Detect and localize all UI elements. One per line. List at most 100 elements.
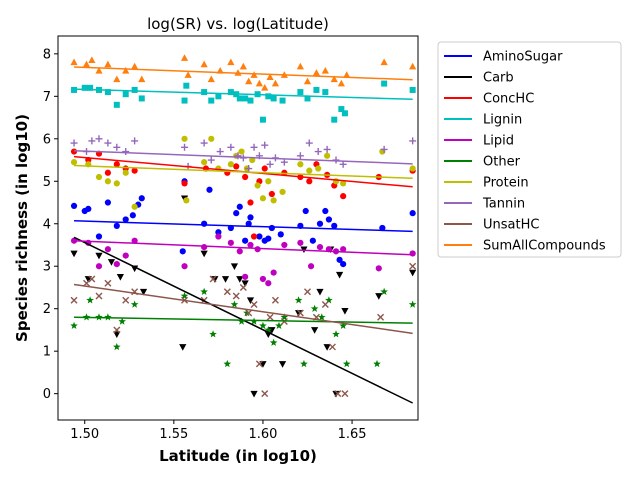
point-conchc-0 [70, 148, 78, 155]
point-aminosugar-9 [138, 195, 145, 202]
point-carb-11 [211, 276, 219, 283]
point-sumallcompounds-21 [266, 73, 274, 81]
point-sumallcompounds-10 [184, 71, 192, 78]
point-tannin-6 [122, 148, 130, 156]
point-carb-5 [116, 274, 124, 281]
x-axis-label: Latitude (in log10) [159, 447, 317, 465]
fit-line-sumallcompounds [74, 66, 413, 81]
point-aminosugar-0 [70, 202, 78, 210]
point-sumallcompounds-0 [70, 58, 78, 66]
point-lignin-18 [247, 97, 254, 104]
point-sumallcompounds-1 [82, 60, 91, 68]
legend-label: UnsatHC [483, 218, 539, 233]
legend-item-aminosugar: AminoSugar [444, 50, 563, 65]
point-lipid-3 [104, 246, 112, 253]
point-sumallcompounds-5 [113, 75, 121, 83]
point-aminosugar-33 [336, 256, 343, 263]
point-other-23 [310, 304, 319, 312]
point-conchc-11 [242, 173, 249, 181]
x-tick-label: 1.60 [248, 427, 277, 442]
point-lipid-13 [247, 241, 254, 249]
point-other-3 [95, 313, 103, 321]
point-tannin-22 [280, 158, 288, 166]
point-lignin-30 [341, 110, 348, 117]
point-other-14 [243, 308, 251, 317]
point-sumallcompounds-8 [138, 75, 146, 83]
fit-line-aminosugar [74, 220, 413, 233]
point-carb-31 [375, 293, 383, 300]
point-aminosugar-29 [316, 220, 324, 227]
point-aminosugar-3 [95, 233, 103, 240]
point-aminosugar-12 [201, 220, 208, 227]
legend-item-conchc: ConcHC [444, 92, 534, 107]
point-carb-4 [113, 331, 121, 338]
point-unsathc-14 [245, 309, 253, 317]
fit-line-protein [74, 164, 413, 180]
point-sumallcompounds-30 [343, 71, 351, 78]
point-unsathc-22 [304, 288, 311, 296]
point-lignin-22 [270, 95, 277, 102]
point-protein-10 [208, 135, 215, 142]
legend-label: Lignin [483, 113, 522, 128]
point-tannin-13 [227, 143, 235, 151]
point-tannin-28 [339, 160, 347, 168]
point-sumallcompounds-12 [207, 75, 215, 83]
point-protein-14 [238, 148, 245, 155]
point-tannin-11 [207, 156, 215, 164]
point-carb-21 [278, 361, 287, 368]
point-protein-8 [183, 197, 190, 204]
y-axis: 0 1 2 3 4 5 6 7 8 [43, 47, 58, 402]
point-conchc-13 [250, 233, 258, 240]
point-other-24 [317, 313, 326, 321]
x-tick-label: 1.65 [338, 427, 367, 442]
fit-line-lignin [74, 88, 413, 101]
point-aminosugar-32 [331, 222, 338, 229]
point-protein-18 [259, 195, 267, 202]
x-tick-label: 1.50 [70, 427, 99, 442]
x-axis: 1.50 1.55 1.60 1.65 [70, 420, 367, 442]
point-other-28 [342, 359, 351, 368]
legend-label: AminoSugar [483, 50, 563, 65]
point-other-30 [380, 287, 388, 295]
point-carb-10 [200, 250, 208, 258]
point-tannin-25 [314, 148, 322, 156]
point-carb-26 [323, 344, 331, 351]
point-unsathc-10 [209, 275, 217, 283]
series-protein [70, 135, 416, 210]
point-unsathc-3 [95, 292, 103, 300]
point-tannin-24 [305, 139, 313, 147]
point-lignin-31 [381, 80, 388, 87]
point-carb-7 [139, 288, 148, 296]
point-aminosugar-25 [277, 231, 284, 238]
legend-item-unsathc: UnsatHC [444, 218, 539, 233]
point-unsathc-18 [266, 313, 274, 321]
fit-line-lipid [74, 239, 413, 256]
point-unsathc-27 [341, 390, 349, 398]
point-lipid-19 [297, 239, 304, 246]
point-lignin-17 [242, 95, 249, 102]
point-aminosugar-27 [302, 207, 309, 215]
point-unsathc-5 [113, 326, 121, 334]
point-protein-22 [297, 161, 304, 168]
point-lignin-10 [183, 82, 190, 89]
y-tick-label: 0 [43, 387, 51, 402]
point-aminosugar-2 [85, 205, 92, 212]
point-lignin-27 [322, 89, 329, 96]
point-tannin-16 [245, 165, 253, 173]
point-other-0 [70, 321, 78, 329]
point-lignin-1 [81, 84, 88, 91]
point-sumallcompounds-16 [239, 62, 247, 70]
legend-item-sumallcompounds: SumAllCompounds [444, 239, 606, 254]
point-lipid-16 [265, 280, 272, 287]
point-other-9 [200, 287, 208, 295]
y-tick-label: 7 [43, 90, 51, 105]
fit-line-unsathc [73, 283, 413, 335]
point-tannin-8 [181, 143, 189, 151]
point-lipid-0 [70, 237, 78, 244]
point-other-29 [373, 359, 381, 368]
point-other-19 [275, 321, 283, 329]
point-tannin-29 [380, 145, 388, 153]
point-lipid-20 [307, 263, 315, 270]
point-lipid-15 [259, 275, 267, 283]
point-conchc-15 [261, 165, 268, 172]
